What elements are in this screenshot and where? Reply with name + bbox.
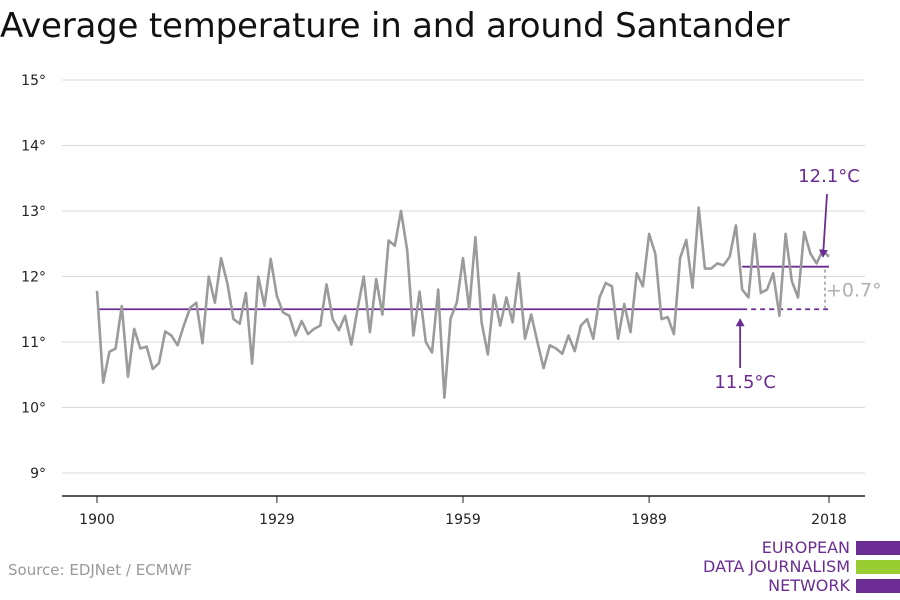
x-tick-label: 1959: [445, 512, 481, 528]
y-tick-label: 12°: [21, 270, 46, 286]
annotations: 12.1°C 11.5°C +0.7°: [714, 166, 881, 393]
logo-bar-purple-top: [856, 541, 900, 555]
edjnet-logo-text: EUROPEAN DATA JOURNALISM NETWORK: [703, 538, 850, 595]
temperature-series: [95, 206, 830, 399]
source-note: Source: EDJNet / ECMWF: [8, 561, 193, 579]
annotation-arrow-recent-avg: [818, 193, 828, 258]
chart-title: Average temperature in and around Santan…: [0, 6, 790, 46]
logo-bar-purple-bottom: [856, 579, 900, 593]
x-tick-label: 1989: [631, 512, 667, 528]
logo-line: EUROPEAN: [761, 538, 850, 557]
x-tick-label: 2018: [811, 512, 847, 528]
annotation-label-difference: +0.7°: [826, 279, 882, 301]
logo-bar-green: [856, 560, 900, 574]
y-axis-tick-labels: 9° 10° 11° 12° 13° 14° 15°: [21, 73, 46, 482]
logo-line: NETWORK: [768, 576, 850, 595]
annotation-label-recent-avg: 12.1°C: [798, 166, 860, 187]
edjnet-logo: EUROPEAN DATA JOURNALISM NETWORK: [700, 537, 900, 597]
y-tick-label: 9°: [30, 466, 46, 482]
logo-line: DATA JOURNALISM: [703, 557, 850, 576]
grid-lines: [62, 79, 865, 474]
y-tick-label: 10°: [21, 401, 46, 417]
series-line: [95, 206, 830, 399]
x-axis: 1900 1929 1959 1989 2018: [62, 495, 865, 528]
y-tick-label: 11°: [21, 335, 46, 351]
y-tick-label: 14°: [21, 139, 46, 155]
x-tick-label: 1929: [259, 512, 295, 528]
annotation-label-baseline-avg: 11.5°C: [714, 372, 776, 393]
y-tick-label: 13°: [21, 204, 46, 220]
x-tick-label: 1900: [79, 512, 115, 528]
y-tick-label: 15°: [21, 73, 46, 89]
